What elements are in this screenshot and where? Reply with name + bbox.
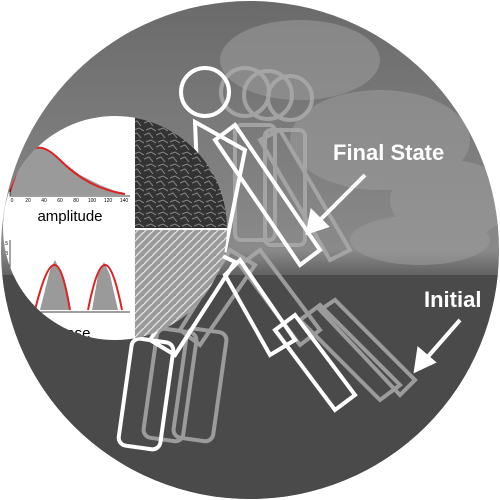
x-tick-label: 20: [25, 198, 31, 204]
final-state-label: Final State: [333, 140, 444, 165]
y-tick-label: 0.01: [0, 149, 8, 155]
arrows: [305, 173, 462, 374]
y-tick-label: 0.005: [0, 179, 8, 185]
x-tick-label: 120: [104, 198, 113, 204]
trees: [220, 20, 499, 265]
x-tick-label: 80: [73, 198, 79, 204]
x-tick-label: 40: [41, 198, 47, 204]
x-tick-label: 0: [11, 198, 14, 204]
amplitude-label: amplitude: [37, 208, 102, 225]
x-tick-label: 100: [88, 198, 97, 204]
y-tick-label: 3.5: [1, 241, 8, 247]
initial-label: Initial: [424, 287, 481, 312]
y-tick-label: 3: [5, 251, 8, 257]
hist-bottom: [40, 260, 118, 310]
fit-bottom: [34, 264, 123, 311]
ghost-models: [141, 66, 418, 444]
x-tick-label: 60: [57, 198, 63, 204]
x-tick-label: 140: [120, 198, 129, 204]
hist-top: [10, 145, 125, 195]
